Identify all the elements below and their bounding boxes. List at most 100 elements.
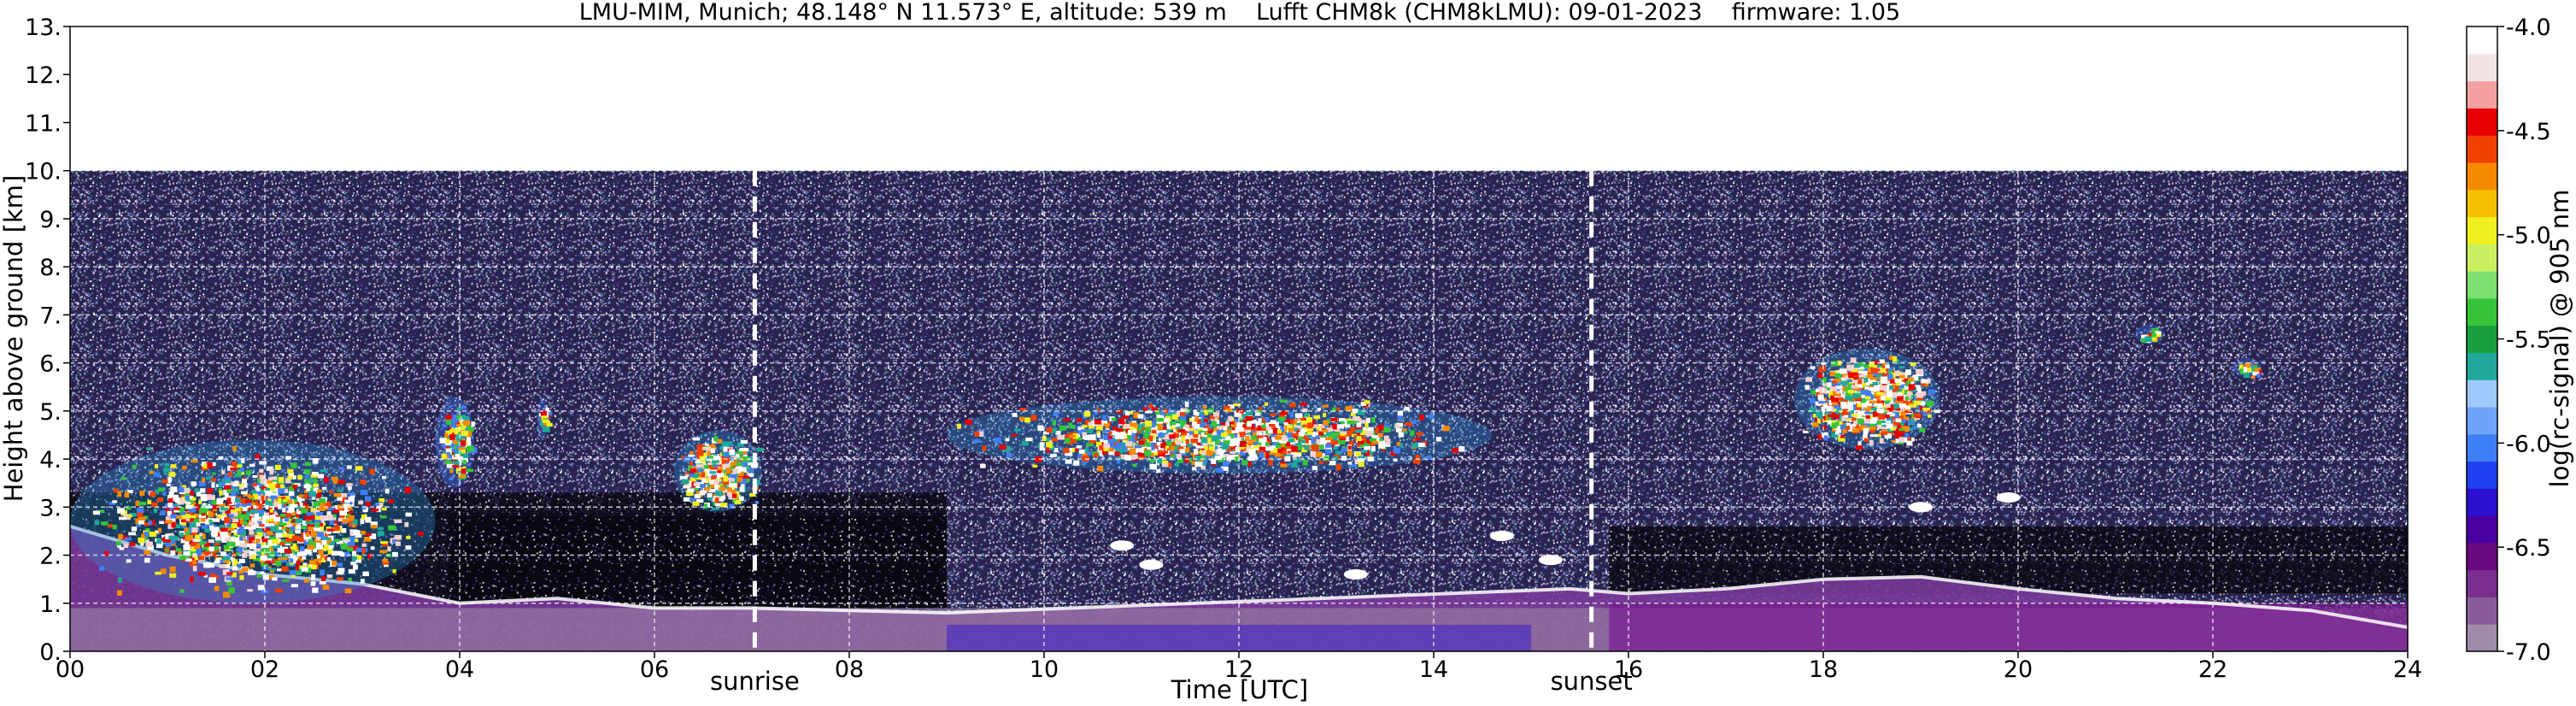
cloud-speck <box>294 572 302 575</box>
cloud-speck <box>377 527 384 531</box>
cloud-speck <box>1247 421 1252 427</box>
cloud-speck <box>1076 418 1083 422</box>
cloud-speck <box>1103 446 1111 451</box>
cloud-speck <box>714 503 723 507</box>
cloud-speck <box>1011 433 1018 437</box>
cloud-speck <box>1128 410 1133 415</box>
cloud-speck <box>187 496 194 500</box>
cloud-speck <box>1835 383 1840 387</box>
cloud-speck <box>163 536 171 543</box>
cloud-speck <box>320 569 325 576</box>
cloud-speck <box>689 462 694 467</box>
cloud-speck <box>1223 439 1230 444</box>
cloud-speck <box>282 508 286 513</box>
cloud-speck <box>180 538 185 544</box>
cloud-speck <box>1168 441 1177 446</box>
cloud-speck <box>1300 416 1306 421</box>
cloud-speck <box>1904 408 1910 411</box>
cloud-speck <box>461 415 466 420</box>
cloud-speck <box>361 548 367 554</box>
cloud-speck <box>283 489 289 493</box>
cloud-speck <box>119 547 125 550</box>
cloud-speck <box>276 532 281 538</box>
cloud-speck <box>200 497 208 502</box>
cloud-speck <box>249 521 255 526</box>
cloud-speck <box>1192 467 1196 471</box>
cloud-speck <box>1331 440 1338 444</box>
cloud-speck <box>727 487 732 492</box>
cloud-speck <box>265 499 269 505</box>
cloud-speck <box>1887 411 1893 417</box>
cloud-speck <box>270 495 278 500</box>
cloud-speck <box>1160 460 1168 464</box>
cloud-speck <box>965 419 972 425</box>
cloud-speck <box>957 423 961 429</box>
cloud-speck <box>1287 450 1292 454</box>
cloud-speck <box>1822 425 1827 430</box>
cloud-speck <box>1046 442 1053 448</box>
cloud-speck <box>154 464 159 468</box>
cloud-speck <box>387 546 391 552</box>
cloud-speck <box>292 543 297 547</box>
cloud-layer <box>1793 348 1941 450</box>
cloud-speck <box>1881 427 1888 430</box>
cloud-speck <box>337 577 343 581</box>
cloud-speck <box>214 585 220 591</box>
cloud-speck <box>1905 380 1911 387</box>
cloud-speck <box>201 525 208 529</box>
cloud-speck <box>1265 452 1270 459</box>
cloud-speck <box>153 472 161 478</box>
cloud-speck <box>179 497 185 503</box>
cloud-speck <box>230 491 237 497</box>
cloud-speck <box>281 566 289 572</box>
cloud-speck <box>1895 405 1903 411</box>
cloud-speck <box>461 468 466 474</box>
cloud-speck <box>212 472 216 475</box>
cloud-speck <box>1188 429 1195 435</box>
cloud-speck <box>355 534 362 538</box>
cloud-speck <box>183 550 191 556</box>
cloud-speck <box>1371 430 1376 436</box>
cloud-speck <box>1013 428 1021 432</box>
cloud-speck <box>252 543 257 550</box>
cloud-speck <box>736 477 743 482</box>
cloud-speck <box>1836 408 1843 412</box>
cloud-speck <box>234 513 242 519</box>
cloud-speck <box>1096 441 1102 447</box>
cloud-speck <box>1236 422 1245 428</box>
cloud-speck <box>1829 409 1834 415</box>
cloud-speck <box>1190 438 1199 444</box>
cloud-speck <box>1122 415 1129 419</box>
cloud-speck <box>313 547 318 553</box>
cloud-speck <box>161 568 167 574</box>
cloud-speck <box>156 538 162 544</box>
cloud-speck <box>451 443 455 448</box>
cloud-speck <box>276 529 284 533</box>
cloud-speck <box>196 491 202 497</box>
cloud-speck <box>237 529 243 535</box>
cloud-speck <box>1863 377 1869 383</box>
cloud-speck <box>1271 438 1279 443</box>
cloud-speck <box>148 521 153 525</box>
cloud-speck <box>729 478 735 482</box>
cloud-speck <box>709 479 717 485</box>
cloud-speck <box>1221 466 1229 471</box>
cloud-speck <box>245 539 252 544</box>
cloud-speck <box>155 489 160 495</box>
cloud-speck <box>540 410 548 416</box>
cloud-speck <box>349 536 357 543</box>
cloud-speck <box>203 508 209 512</box>
cloud-speck <box>278 488 285 494</box>
cloud-speck <box>1311 440 1318 444</box>
cloud-speck <box>1869 376 1877 382</box>
cloud-speck <box>1235 447 1241 453</box>
cloud-speck <box>1817 373 1823 379</box>
cloud-speck <box>1353 416 1360 421</box>
cloud-speck <box>208 539 212 544</box>
cloud-speck <box>300 546 305 551</box>
cloud-speck <box>300 526 308 529</box>
cloud-speck <box>349 531 355 537</box>
cloud-speck <box>1251 429 1255 433</box>
cloud-speck <box>1871 424 1876 428</box>
cloud-speck <box>263 512 270 517</box>
